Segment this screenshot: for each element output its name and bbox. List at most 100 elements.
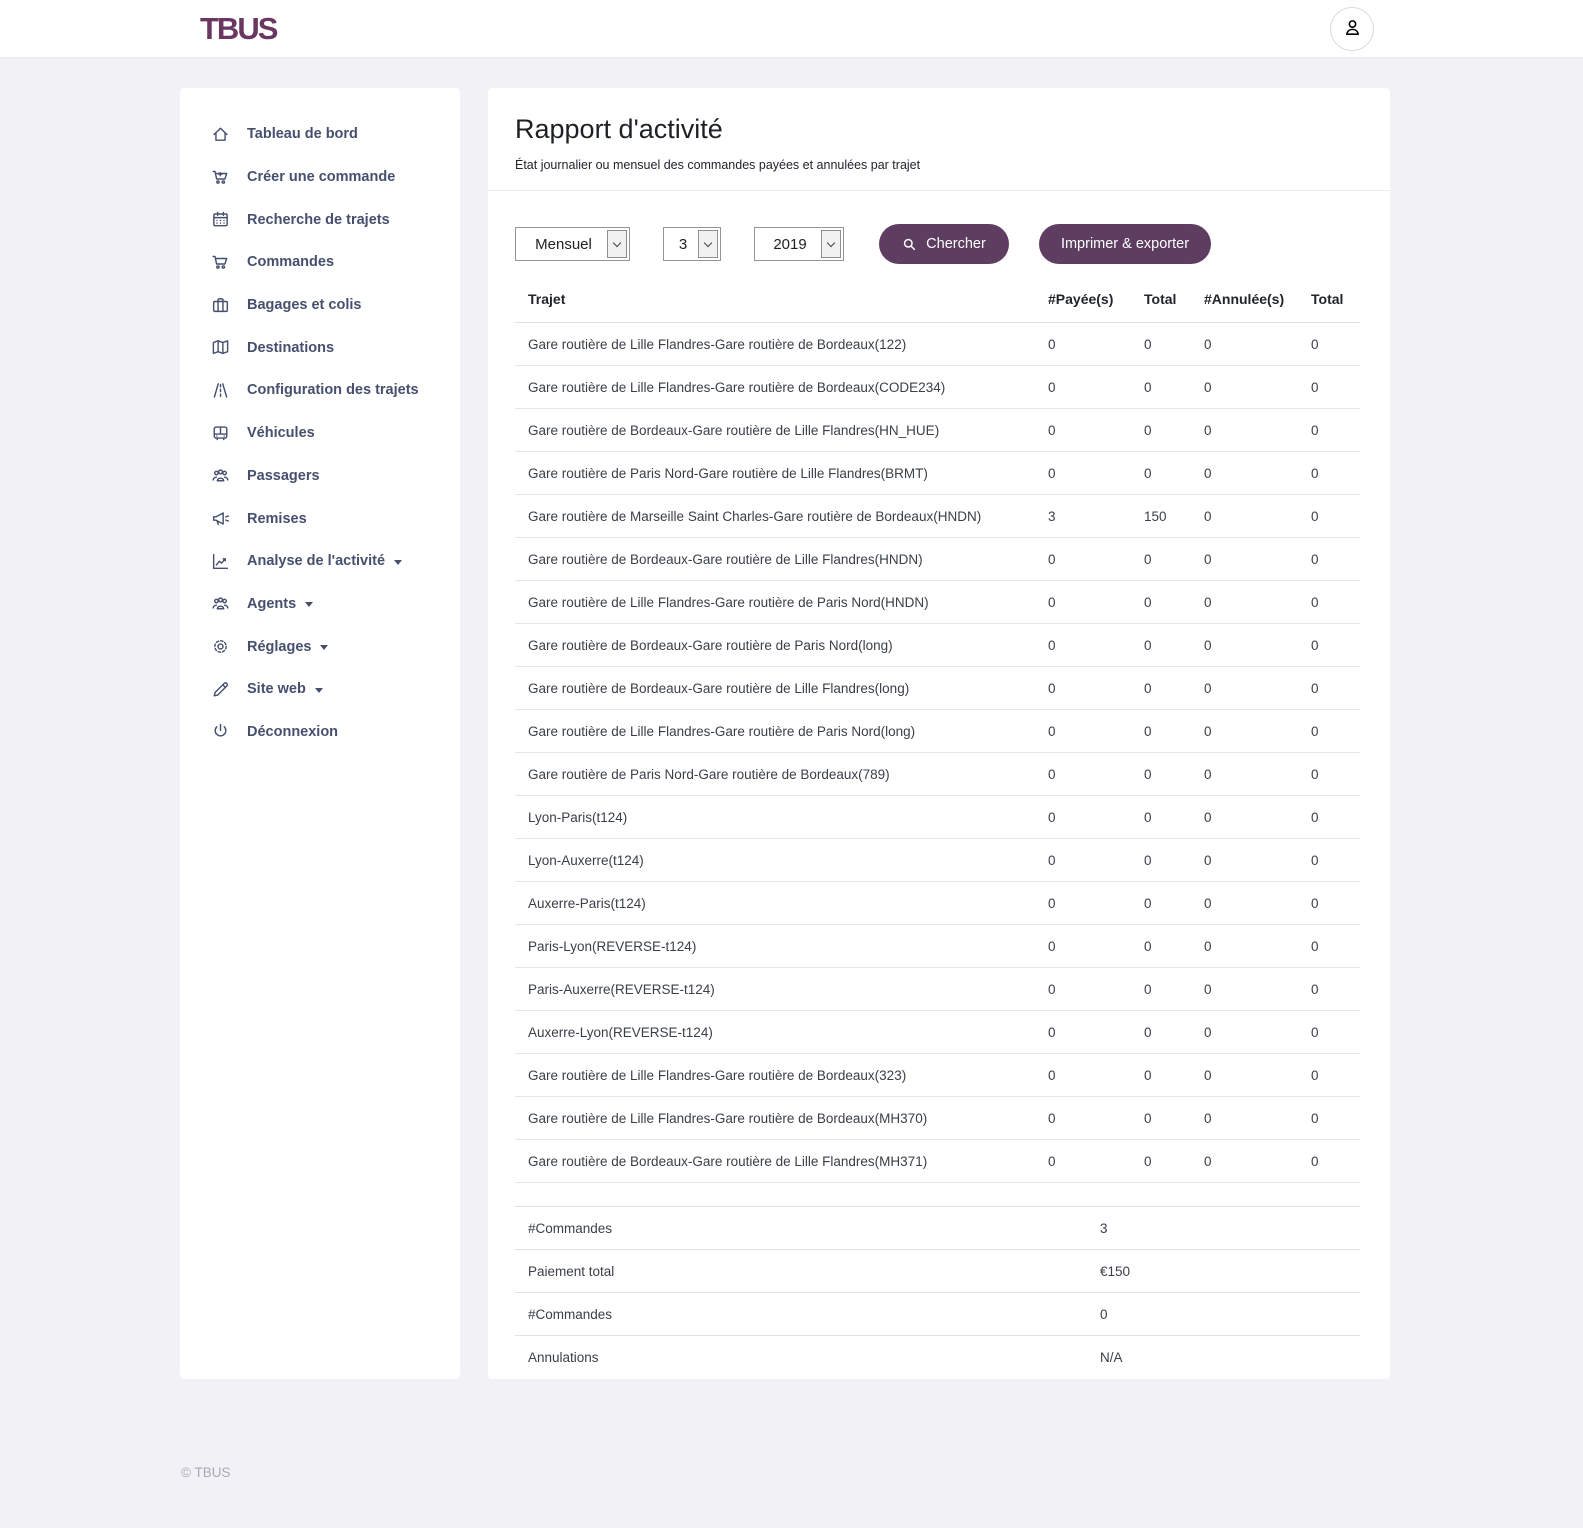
cell-paid-total: 0 bbox=[1144, 881, 1204, 925]
cell-cancelled-total: 0 bbox=[1311, 580, 1360, 624]
sidebar-item-destinations[interactable]: Destinations bbox=[180, 326, 460, 369]
sidebar-item-remises[interactable]: Remises bbox=[180, 497, 460, 540]
calendar-icon bbox=[211, 210, 230, 229]
summary-value: €150 bbox=[1100, 1249, 1360, 1293]
cell-paid-total: 0 bbox=[1144, 322, 1204, 366]
sidebar-item-label: Bagages et colis bbox=[247, 297, 362, 314]
print-export-label: Imprimer & exporter bbox=[1060, 236, 1190, 252]
summary-row: #Commandes 0 bbox=[515, 1292, 1360, 1336]
cell-cancelled-total: 0 bbox=[1311, 494, 1360, 538]
sidebar-item-label: Commandes bbox=[247, 254, 335, 271]
summary-value: 0 bbox=[1100, 1292, 1360, 1336]
cell-paid-count: 0 bbox=[1048, 623, 1144, 667]
cell-paid-total: 0 bbox=[1144, 408, 1204, 452]
search-button-label: Chercher bbox=[926, 236, 986, 252]
map-icon bbox=[211, 338, 230, 357]
cell-paid-count: 3 bbox=[1048, 494, 1144, 538]
cell-paid-total: 0 bbox=[1144, 924, 1204, 968]
cell-paid-count: 0 bbox=[1048, 709, 1144, 753]
sidebar-item-bagages-et-colis[interactable]: Bagages et colis bbox=[180, 284, 460, 327]
sidebar-item-commandes[interactable]: Commandes bbox=[180, 241, 460, 284]
sidebar-item-passagers[interactable]: Passagers bbox=[180, 455, 460, 498]
caret-down-icon bbox=[305, 602, 314, 608]
summary-label: #Commandes bbox=[515, 1292, 1100, 1336]
report-header: Rapport d'activité État journalier ou me… bbox=[488, 88, 1390, 191]
summary-value: N/A bbox=[1100, 1335, 1360, 1379]
cell-paid-total: 150 bbox=[1144, 494, 1204, 538]
user-menu-button[interactable] bbox=[1330, 7, 1374, 51]
cell-paid-count: 0 bbox=[1048, 924, 1144, 968]
topbar: TBUS bbox=[0, 0, 1583, 58]
cell-route: Lyon-Paris(t124) bbox=[515, 795, 1048, 839]
cell-cancelled-total: 0 bbox=[1311, 623, 1360, 667]
table-row: Paris-Lyon(REVERSE-t124) 0 0 0 0 bbox=[515, 924, 1360, 968]
sidebar-item-configuration-des-trajets[interactable]: Configuration des trajets bbox=[180, 369, 460, 412]
megaphone-icon bbox=[211, 509, 230, 528]
sidebar-item-label: Remises bbox=[247, 510, 307, 527]
cell-route: Gare routière de Lille Flandres-Gare rou… bbox=[515, 322, 1048, 366]
cell-cancelled-total: 0 bbox=[1311, 365, 1360, 409]
cell-paid-count: 0 bbox=[1048, 795, 1144, 839]
summary-table: #Commandes 3 Paiement total €150 #Commandes 0… bbox=[515, 1206, 1360, 1379]
year-select[interactable]: 2019 bbox=[754, 227, 844, 261]
sidebar-item-reglages[interactable]: Réglages bbox=[180, 625, 460, 668]
cell-route: Gare routière de Paris Nord-Gare routièr… bbox=[515, 451, 1048, 495]
cell-cancelled-count: 0 bbox=[1204, 752, 1311, 796]
cell-route: Lyon-Auxerre(t124) bbox=[515, 838, 1048, 882]
sidebar-item-tableau-de-bord[interactable]: Tableau de bord bbox=[180, 113, 460, 156]
cell-route: Gare routière de Lille Flandres-Gare rou… bbox=[515, 1096, 1048, 1140]
sidebar-item-site-web[interactable]: Site web bbox=[180, 668, 460, 711]
cell-paid-count: 0 bbox=[1048, 881, 1144, 925]
cell-route: Gare routière de Bordeaux-Gare routière … bbox=[515, 408, 1048, 452]
sidebar-item-recherche-de-trajets[interactable]: Recherche de trajets bbox=[180, 198, 460, 241]
table-row: Lyon-Paris(t124) 0 0 0 0 bbox=[515, 795, 1360, 839]
cell-cancelled-total: 0 bbox=[1311, 709, 1360, 753]
period-select[interactable]: Mensuel bbox=[515, 227, 630, 261]
sidebar-item-analyse-de-l-activite[interactable]: Analyse de l'activité bbox=[180, 540, 460, 583]
table-row: Gare routière de Lille Flandres-Gare rou… bbox=[515, 322, 1360, 366]
table-row: Gare routière de Bordeaux-Gare routière … bbox=[515, 623, 1360, 667]
cell-cancelled-count: 0 bbox=[1204, 924, 1311, 968]
cell-cancelled-total: 0 bbox=[1311, 537, 1360, 581]
sidebar-item-agents[interactable]: Agents bbox=[180, 583, 460, 626]
sidebar-item-deconnexion[interactable]: Déconnexion bbox=[180, 711, 460, 754]
cell-paid-count: 0 bbox=[1048, 322, 1144, 366]
cell-cancelled-count: 0 bbox=[1204, 709, 1311, 753]
caret-down-icon bbox=[394, 559, 403, 565]
cell-cancelled-total: 0 bbox=[1311, 838, 1360, 882]
cell-route: Gare routière de Lille Flandres-Gare rou… bbox=[515, 365, 1048, 409]
caret-down-icon bbox=[314, 687, 323, 693]
cell-paid-total: 0 bbox=[1144, 580, 1204, 624]
cell-paid-count: 0 bbox=[1048, 752, 1144, 796]
cell-paid-total: 0 bbox=[1144, 365, 1204, 409]
cell-cancelled-count: 0 bbox=[1204, 1096, 1311, 1140]
cell-cancelled-count: 0 bbox=[1204, 1139, 1311, 1183]
column-header-payees: #Payée(s) bbox=[1048, 278, 1144, 323]
cell-route: Gare routière de Lille Flandres-Gare rou… bbox=[515, 1053, 1048, 1097]
sidebar-item-label: Recherche de trajets bbox=[247, 211, 390, 228]
cell-paid-count: 0 bbox=[1048, 1010, 1144, 1054]
sidebar-item-vehicules[interactable]: Véhicules bbox=[180, 412, 460, 455]
table-row: Lyon-Auxerre(t124) 0 0 0 0 bbox=[515, 838, 1360, 882]
cell-cancelled-total: 0 bbox=[1311, 881, 1360, 925]
cell-cancelled-count: 0 bbox=[1204, 451, 1311, 495]
cell-paid-total: 0 bbox=[1144, 1096, 1204, 1140]
table-row: Gare routière de Bordeaux-Gare routière … bbox=[515, 537, 1360, 581]
cell-cancelled-total: 0 bbox=[1311, 451, 1360, 495]
report-panel: Rapport d'activité État journalier ou me… bbox=[488, 88, 1390, 1379]
users-icon bbox=[211, 594, 230, 613]
cell-cancelled-total: 0 bbox=[1311, 795, 1360, 839]
summary-label: Paiement total bbox=[515, 1249, 1100, 1293]
table-row: Auxerre-Lyon(REVERSE-t124) 0 0 0 0 bbox=[515, 1010, 1360, 1054]
print-export-button[interactable]: Imprimer & exporter bbox=[1039, 224, 1211, 264]
cell-paid-total: 0 bbox=[1144, 795, 1204, 839]
sidebar-item-creer-une-commande[interactable]: Créer une commande bbox=[180, 156, 460, 199]
month-select[interactable]: 3 bbox=[663, 227, 721, 261]
bus-icon bbox=[211, 424, 230, 443]
cell-cancelled-count: 0 bbox=[1204, 537, 1311, 581]
cell-paid-count: 0 bbox=[1048, 1139, 1144, 1183]
search-button[interactable]: Chercher bbox=[879, 224, 1009, 264]
summary-row: Paiement total €150 bbox=[515, 1249, 1360, 1293]
power-icon bbox=[211, 722, 230, 741]
cell-route: Gare routière de Bordeaux-Gare routière … bbox=[515, 666, 1048, 710]
